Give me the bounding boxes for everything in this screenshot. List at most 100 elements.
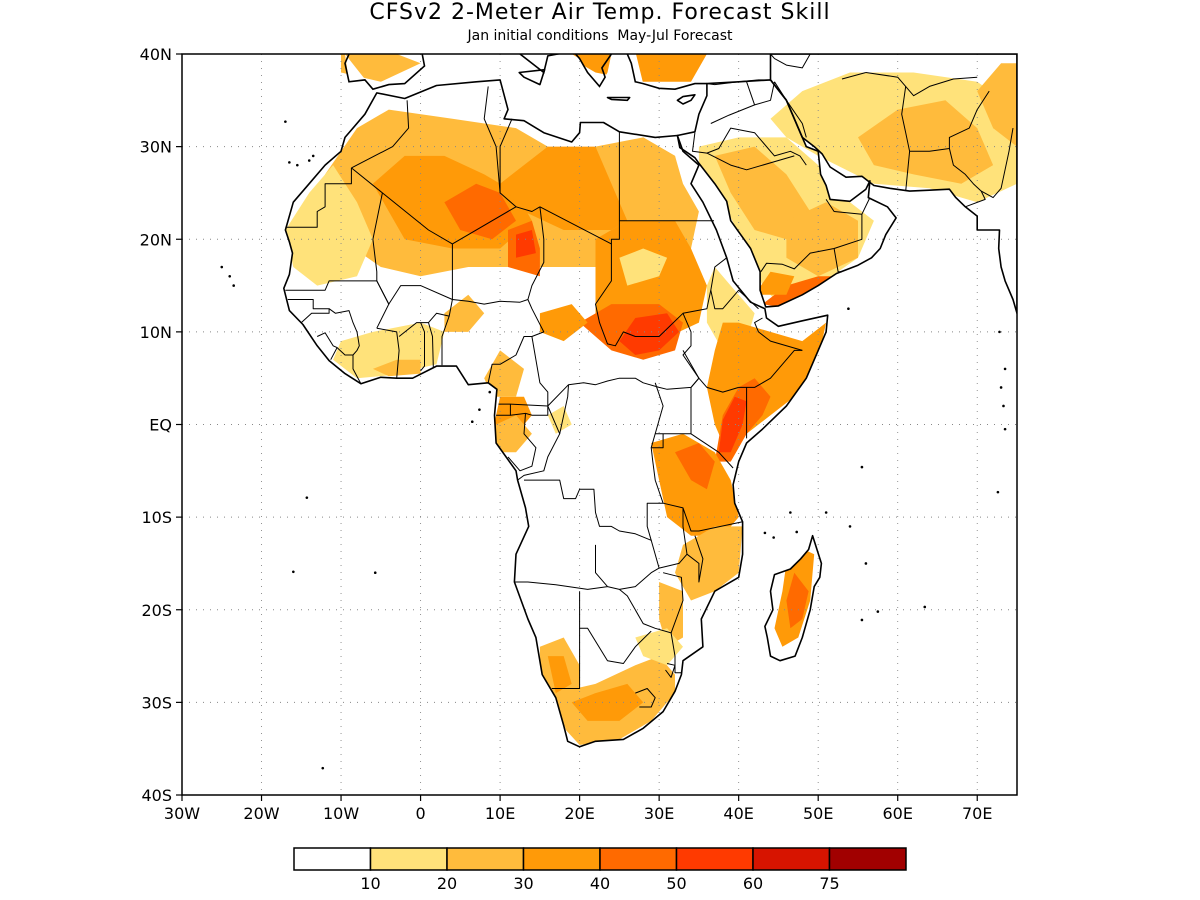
island [772, 536, 775, 539]
country-border [635, 688, 656, 708]
skill-region [619, 248, 668, 286]
lat-tick-label: 40S [141, 786, 172, 805]
country-border [498, 403, 549, 416]
country-border [692, 127, 807, 166]
country-border [328, 308, 362, 384]
skill-region [675, 443, 715, 490]
country-border [682, 507, 704, 583]
country-border [483, 86, 517, 208]
colorbar-swatch [828, 847, 907, 871]
island [288, 161, 291, 164]
colorbar-swatch [446, 847, 525, 871]
island [824, 511, 828, 514]
colorbar-swatch [293, 847, 372, 871]
island [848, 525, 852, 528]
lon-tick-label: 10W [323, 804, 359, 823]
colorbar-label: 40 [590, 874, 610, 893]
country-border [285, 243, 453, 305]
island [1003, 427, 1007, 431]
skill-region [786, 202, 858, 277]
country-border [980, 128, 1014, 199]
country-border [619, 572, 684, 634]
land-shading [285, 54, 1017, 745]
skill-region [675, 526, 743, 601]
skill-region [547, 406, 572, 434]
island [284, 120, 287, 123]
coastline [676, 94, 696, 105]
country-border [655, 377, 700, 435]
colorbar-label: 10 [360, 874, 380, 893]
skill-region [285, 165, 373, 286]
country-border [861, 197, 871, 215]
skill-region [786, 572, 809, 629]
skill-shading [285, 54, 1017, 745]
country-border [628, 54, 629, 55]
island [998, 330, 1001, 334]
skill-region [484, 350, 524, 397]
skill-region [718, 396, 747, 453]
colorbar-label: 20 [437, 874, 457, 893]
lat-tick-label: 30N [140, 138, 172, 157]
skill-region [762, 276, 835, 307]
colorbar-label: 60 [743, 874, 763, 893]
coastline [769, 54, 1017, 315]
country-border [710, 289, 759, 310]
island [996, 490, 1000, 494]
lat-tick-label: 20S [141, 601, 172, 620]
island [488, 390, 492, 394]
skill-region [492, 415, 532, 453]
skill-region [539, 304, 588, 342]
country-border [948, 148, 986, 208]
country-border [770, 54, 811, 69]
island [860, 465, 864, 469]
country-border [499, 118, 513, 193]
lat-tick-label: 10S [141, 508, 172, 527]
lat-tick-label: 10N [140, 323, 172, 342]
country-border [662, 502, 743, 532]
country-border [372, 192, 383, 281]
map-title: CFSv2 2-Meter Air Temp. Forecast Skill [369, 0, 831, 25]
country-border [706, 79, 771, 86]
skill-region [635, 628, 683, 666]
island [923, 605, 927, 609]
lat-tick-label: 30S [141, 693, 172, 712]
country-border [710, 81, 756, 124]
country-border [746, 349, 803, 388]
island [864, 562, 868, 565]
lon-tick-label: 30W [164, 804, 200, 823]
country-border [551, 591, 581, 689]
coastline [764, 534, 823, 662]
island [373, 571, 377, 574]
island [311, 154, 315, 158]
skill-region [444, 294, 485, 332]
lon-tick-label: 50E [803, 804, 833, 823]
country-border [909, 90, 990, 152]
island [232, 284, 235, 287]
country-border [665, 663, 676, 678]
island [1002, 404, 1005, 408]
country-border [774, 81, 807, 138]
lon-tick-label: 30E [644, 804, 674, 823]
colorbar: 10 20 30 40 50 60 75 [293, 847, 907, 893]
island [228, 275, 232, 278]
skill-region [858, 100, 994, 184]
coastline [574, 54, 613, 88]
coastline [606, 96, 631, 102]
country-borders [285, 54, 1014, 708]
country-border [351, 100, 410, 169]
country-border [514, 581, 608, 590]
skill-region [754, 271, 795, 295]
country-border [448, 299, 529, 317]
island [305, 496, 309, 499]
island [999, 386, 1003, 389]
colorbar-swatch [752, 847, 831, 871]
lon-tick-label: 20W [243, 804, 279, 823]
colorbar-swatch [675, 847, 754, 871]
lat-tick-label: EQ [149, 416, 172, 435]
coastline [344, 54, 426, 91]
island [763, 531, 767, 535]
colorbar-swatch [599, 847, 678, 871]
country-border [595, 544, 660, 590]
lon-tick-label: 0 [415, 804, 425, 823]
